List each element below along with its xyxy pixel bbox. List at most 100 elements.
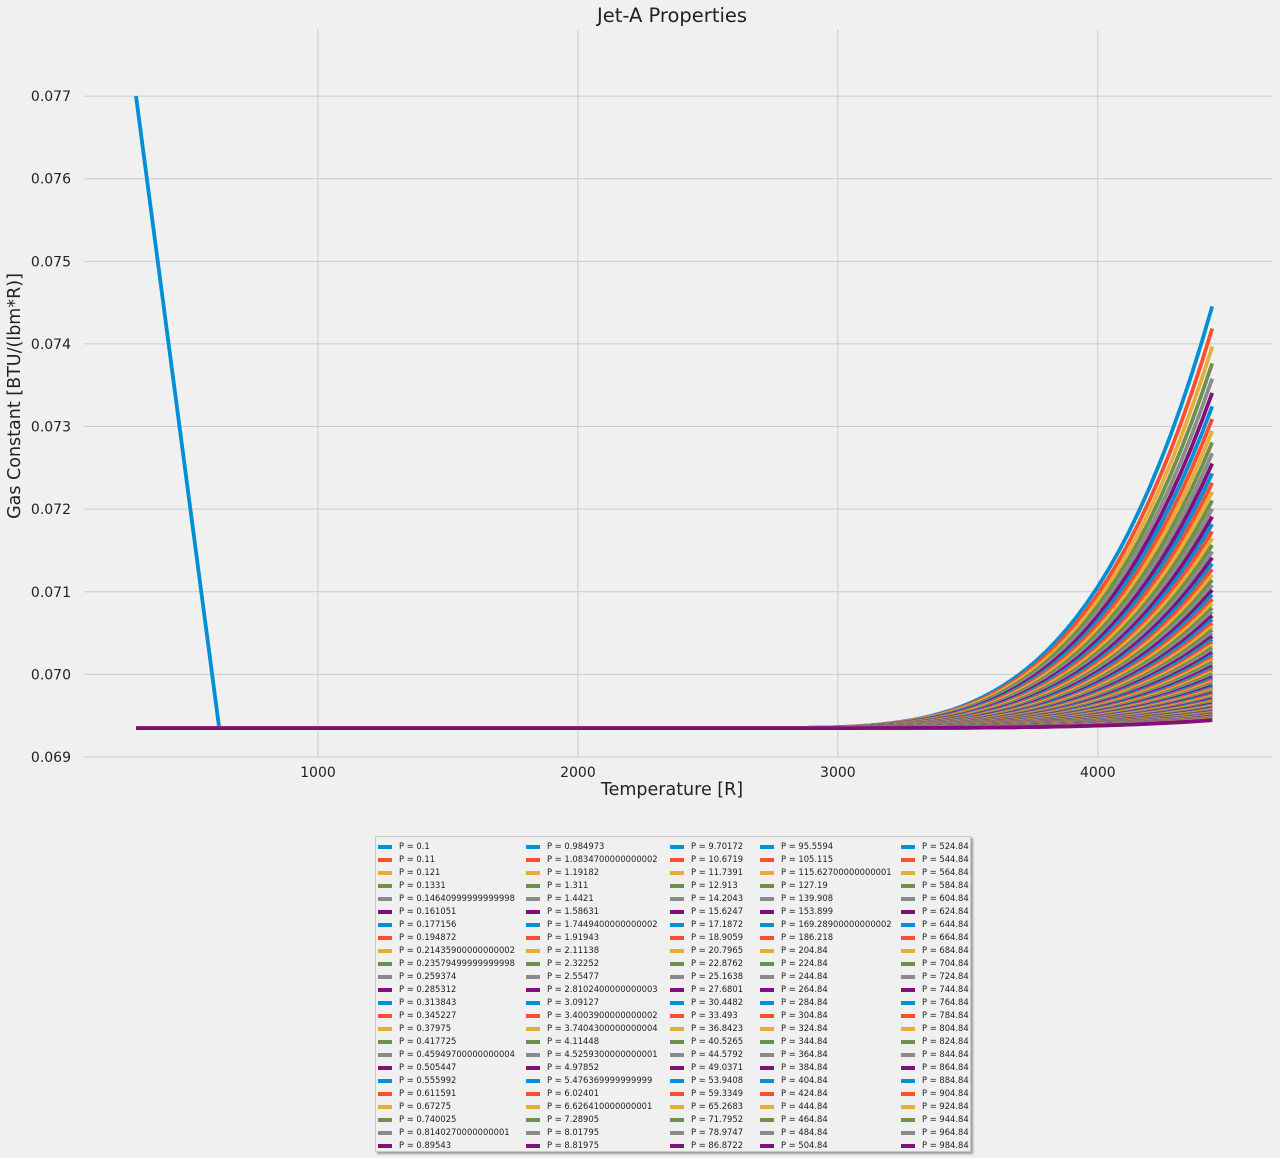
legend-swatch <box>901 1091 915 1096</box>
y-tick-label: 0.070 <box>31 667 71 683</box>
legend-entry: P = 0.177156 <box>378 918 515 931</box>
legend-label: P = 204.84 <box>781 945 828 955</box>
legend-label: P = 804.84 <box>922 1023 969 1033</box>
legend-swatch <box>760 909 774 914</box>
legend-swatch <box>526 870 540 875</box>
legend-swatch <box>760 896 774 901</box>
legend-label: P = 3.09127 <box>547 997 600 1007</box>
legend-label: P = 444.84 <box>781 1101 828 1111</box>
legend-entry: P = 105.115 <box>760 853 892 866</box>
legend-swatch <box>378 1000 392 1005</box>
legend-swatch <box>760 961 774 966</box>
legend-entry: P = 95.5594 <box>760 840 892 853</box>
legend-swatch <box>901 974 915 979</box>
y-tick-label: 0.076 <box>31 172 71 188</box>
legend-entry: P = 0.45949700000000004 <box>378 1048 515 1061</box>
legend-swatch <box>378 1130 392 1135</box>
legend-label: P = 0.1331 <box>399 880 446 890</box>
legend-entry: P = 0.611591 <box>378 1087 515 1100</box>
legend-column: P = 524.84 P = 544.84 P = 564.84 P = 584.84… <box>901 840 969 1152</box>
legend-label: P = 86.8722 <box>691 1140 744 1150</box>
legend-label: P = 1.91943 <box>547 932 600 942</box>
legend-swatch <box>901 896 915 901</box>
legend-swatch <box>526 948 540 953</box>
legend-label: P = 0.345227 <box>399 1010 457 1020</box>
legend-swatch <box>760 883 774 888</box>
legend-label: P = 115.62700000000001 <box>781 867 892 877</box>
legend-label: P = 364.84 <box>781 1049 828 1059</box>
legend-swatch <box>526 1026 540 1031</box>
legend-swatch <box>378 922 392 927</box>
legend-swatch <box>378 857 392 862</box>
legend-label: P = 0.194872 <box>399 932 457 942</box>
legend-swatch <box>378 896 392 901</box>
legend-label: P = 0.89543 <box>399 1140 452 1150</box>
legend-entry: P = 15.6247 <box>670 905 743 918</box>
legend-label: P = 844.84 <box>922 1049 969 1059</box>
legend-label: P = 44.5792 <box>691 1049 744 1059</box>
legend-entry: P = 20.7965 <box>670 944 743 957</box>
legend-swatch <box>670 844 684 849</box>
legend-swatch <box>760 948 774 953</box>
legend-swatch <box>526 844 540 849</box>
legend-label: P = 1.311 <box>547 880 589 890</box>
legend-swatch <box>526 1091 540 1096</box>
x-tick-label: 2000 <box>560 765 596 781</box>
legend-swatch <box>901 1104 915 1109</box>
legend-swatch <box>760 974 774 979</box>
legend-swatch <box>526 909 540 914</box>
legend-label: P = 78.9747 <box>691 1127 744 1137</box>
legend-swatch <box>378 1065 392 1070</box>
legend-label: P = 4.11448 <box>547 1036 600 1046</box>
legend-label: P = 764.84 <box>922 997 969 1007</box>
legend-entry: P = 25.1638 <box>670 970 743 983</box>
legend-label: P = 784.84 <box>922 1010 969 1020</box>
legend-label: P = 484.84 <box>781 1127 828 1137</box>
legend-swatch <box>670 909 684 914</box>
legend-entry: P = 1.91943 <box>526 931 658 944</box>
legend-swatch <box>378 987 392 992</box>
legend-entry: P = 127.19 <box>760 879 892 892</box>
legend-entry: P = 4.11448 <box>526 1035 658 1048</box>
legend-entry: P = 624.84 <box>901 905 969 918</box>
legend-swatch <box>901 857 915 862</box>
legend-label: P = 153.899 <box>781 906 834 916</box>
legend-swatch <box>670 1026 684 1031</box>
legend-label: P = 644.84 <box>922 919 969 929</box>
legend-entry: P = 244.84 <box>760 970 892 983</box>
legend-entry: P = 3.7404300000000004 <box>526 1022 658 1035</box>
legend-swatch <box>901 1130 915 1135</box>
legend-label: P = 1.0834700000000002 <box>547 854 658 864</box>
legend-swatch <box>526 961 540 966</box>
legend-entry: P = 884.84 <box>901 1074 969 1087</box>
legend-label: P = 0.21435900000000002 <box>399 945 515 955</box>
legend-swatch <box>760 1078 774 1083</box>
legend-label: P = 1.19182 <box>547 867 600 877</box>
legend-entry: P = 9.70172 <box>670 840 743 853</box>
legend-label: P = 0.14640999999999998 <box>399 893 515 903</box>
legend-entry: P = 744.84 <box>901 983 969 996</box>
legend-label: P = 0.121 <box>399 867 441 877</box>
legend-entry: P = 344.84 <box>760 1035 892 1048</box>
legend-entry: P = 115.62700000000001 <box>760 866 892 879</box>
legend-label: P = 8.81975 <box>547 1140 600 1150</box>
legend-entry: P = 71.7952 <box>670 1113 743 1126</box>
legend-entry: P = 30.4482 <box>670 996 743 1009</box>
legend-swatch <box>670 1091 684 1096</box>
legend-label: P = 15.6247 <box>691 906 744 916</box>
legend-entry: P = 36.8423 <box>670 1022 743 1035</box>
legend-entry: P = 1.311 <box>526 879 658 892</box>
legend-swatch <box>760 987 774 992</box>
legend-swatch <box>526 935 540 940</box>
legend-swatch <box>901 1078 915 1083</box>
legend-label: P = 18.9059 <box>691 932 744 942</box>
legend-column: P = 95.5594 P = 105.115 P = 115.6270000000… <box>760 840 892 1152</box>
legend-label: P = 2.8102400000000003 <box>547 984 658 994</box>
legend-entry: P = 204.84 <box>760 944 892 957</box>
legend-label: P = 864.84 <box>922 1062 969 1072</box>
legend-swatch <box>670 1052 684 1057</box>
legend-swatch <box>526 987 540 992</box>
legend-entry: P = 1.0834700000000002 <box>526 853 658 866</box>
legend-label: P = 884.84 <box>922 1075 969 1085</box>
legend-swatch <box>526 974 540 979</box>
